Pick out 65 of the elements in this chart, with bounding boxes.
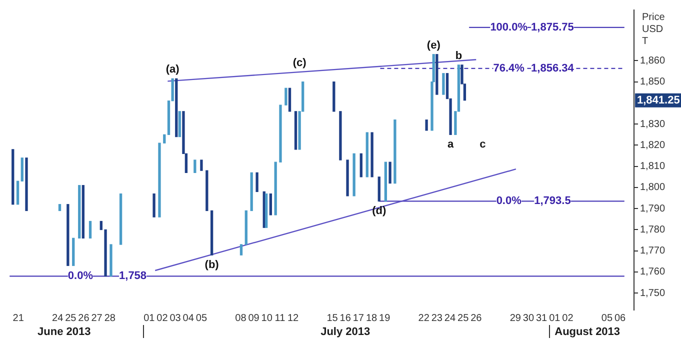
x-tick-label: 24: [444, 312, 456, 324]
x-tick-label: 04: [182, 312, 194, 324]
x-tick-label: 02: [562, 312, 574, 324]
annotation: a: [447, 138, 454, 151]
x-tick-label: 24: [52, 312, 64, 324]
y-tick-label: 1,860: [640, 55, 666, 66]
annotation: (c): [292, 56, 307, 69]
annotation: 76.4%: [493, 62, 525, 74]
x-tick-label: 05: [196, 312, 208, 324]
annotation: c: [480, 138, 486, 151]
x-tick-label: 02: [156, 312, 168, 324]
x-tick-label: 23: [431, 312, 443, 324]
x-tick-label: 01: [144, 312, 156, 324]
x-tick-label: 06: [614, 312, 626, 324]
y-tick-label: 1,820: [640, 140, 666, 151]
x-tick-label: 08: [235, 312, 247, 324]
annotation: (e): [426, 39, 441, 52]
x-tick-label: 09: [248, 312, 260, 324]
x-tick-label: 31: [536, 312, 548, 324]
y-tick-label: 1,780: [640, 224, 666, 236]
x-tick-label: 19: [379, 312, 391, 324]
x-tick-label: 25: [65, 312, 77, 324]
x-tick-label: 22: [418, 312, 430, 324]
annotation: b: [455, 50, 462, 62]
annotation: 0.0%: [68, 270, 94, 282]
annotation: (a): [166, 64, 180, 76]
x-tick-label: 18: [366, 312, 378, 324]
x-tick-label: 25: [458, 312, 470, 324]
x-tick-label: 27: [91, 312, 103, 324]
text: August 2013: [554, 326, 620, 338]
x-tick-label: 03: [170, 312, 182, 324]
annotation: 1,875.75: [531, 21, 574, 34]
annotation: 100.0%: [490, 21, 528, 34]
x-tick-label: 12: [287, 312, 300, 324]
annotation: 1,856.34: [531, 62, 575, 74]
annotation: 1,793.5: [534, 195, 571, 208]
y-tick-label: 1,750: [640, 288, 666, 299]
annotation: (d): [372, 205, 386, 218]
x-tick-label: 11: [274, 312, 286, 324]
x-tick-label: 01: [549, 312, 561, 324]
x-tick-label: 28: [104, 312, 116, 324]
x-tick-label: 05: [601, 312, 613, 324]
y-tick-label: 1,810: [640, 161, 666, 172]
x-tick-label: 29: [510, 312, 522, 324]
y-axis-title: Price USD T: [642, 12, 666, 47]
x-tick-label: 21: [12, 312, 24, 324]
y-tick-label: 1,830: [640, 118, 666, 130]
text: July 2013: [320, 326, 370, 338]
x-tick-label: 17: [352, 312, 364, 324]
y-tick-label: 1,770: [640, 246, 666, 257]
text: June 2013: [38, 326, 91, 338]
annotation: 1,758: [119, 270, 147, 282]
x-tick-label: 10: [261, 312, 273, 324]
y-tick-label: 1,850: [640, 76, 666, 88]
y-tick-label: 1,800: [640, 182, 666, 194]
x-tick-label: 26: [470, 312, 482, 324]
x-tick-label: 15: [326, 312, 338, 324]
annotation: 0.0%: [496, 195, 522, 208]
x-tick-label: 26: [78, 312, 90, 324]
y-tick-label: 1,760: [640, 266, 666, 278]
y-tick-label: 1,790: [640, 203, 666, 214]
annotation: (b): [204, 259, 220, 272]
text: 1,841.25: [637, 94, 680, 106]
x-tick-label: 16: [340, 312, 352, 324]
x-tick-label: 30: [522, 312, 534, 324]
